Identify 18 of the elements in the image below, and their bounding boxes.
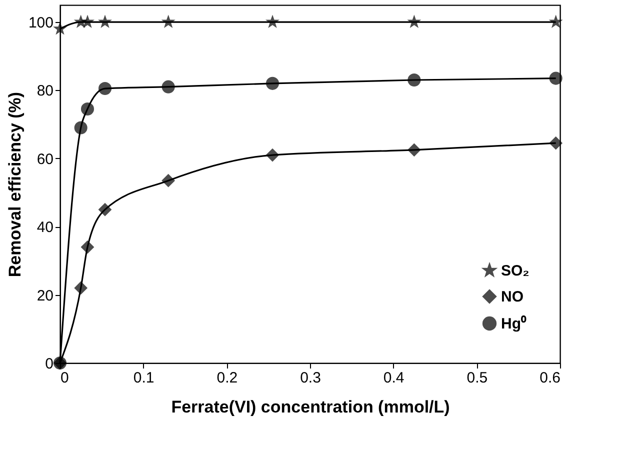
y-tick-label: 0 — [45, 356, 54, 372]
y-tick-label: 20 — [36, 287, 54, 304]
x-tick-label: 0.1 — [133, 370, 154, 386]
legend-label: SO₂ — [501, 262, 530, 280]
x-tick-label: 0.4 — [383, 370, 404, 386]
y-tick-label: 60 — [36, 150, 54, 168]
y-axis-title: Removal efficiency (%) — [5, 92, 24, 278]
y-tick-label: 100 — [28, 14, 54, 32]
legend-label: NO — [501, 288, 524, 306]
x-axis-title: Ferrate(VI) concentration (mmol/L) — [171, 398, 450, 416]
x-tick-label: 0.5 — [466, 370, 488, 386]
legend-label: Hg⁰ — [501, 314, 527, 332]
y-tick-label: 40 — [36, 219, 54, 236]
x-tick-label: 0.6 — [540, 370, 560, 386]
y-tick-label: 80 — [36, 82, 54, 100]
x-tick-label: 0.3 — [300, 370, 321, 386]
x-tick-label: 0 — [60, 370, 69, 386]
x-tick-label: 0.2 — [216, 370, 238, 386]
